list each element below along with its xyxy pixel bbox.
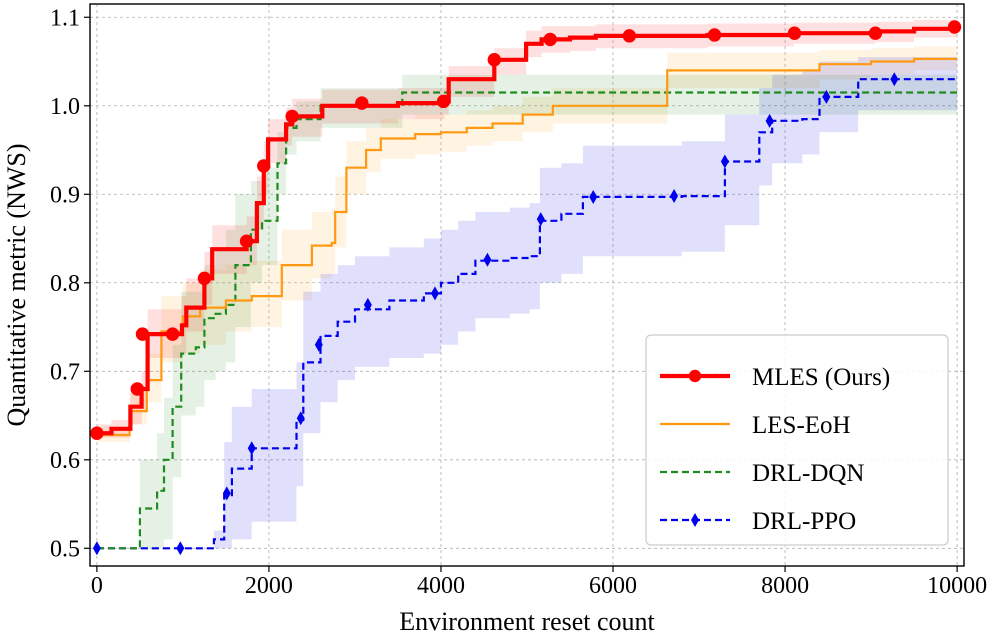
drl-ppo-marker xyxy=(822,89,831,104)
drl-ppo-marker xyxy=(296,411,305,426)
drl-ppo-marker xyxy=(483,252,492,267)
x-axis-label: Environment reset count xyxy=(399,607,655,634)
drl-ppo-marker xyxy=(176,541,185,556)
x-tick-label: 4000 xyxy=(417,573,465,599)
y-axis-label: Quantitative metric (NWS) xyxy=(2,143,31,426)
drl-ppo-marker xyxy=(720,154,729,169)
x-tick-label: 8000 xyxy=(761,573,809,599)
drl-ppo-marker xyxy=(247,441,256,456)
x-tick-label: 10000 xyxy=(927,573,987,599)
mles-ours-marker xyxy=(707,28,722,42)
drl-ppo-marker xyxy=(430,286,439,301)
legend-label-drl-dqn: DRL-DQN xyxy=(752,460,865,487)
plot-frame xyxy=(89,3,965,567)
drl-ppo-marker xyxy=(890,72,899,87)
legend-box xyxy=(645,334,949,546)
x-tick-label: 2000 xyxy=(245,573,293,599)
y-tick-label: 1.1 xyxy=(50,5,80,31)
drl-ppo-marker xyxy=(765,113,774,128)
y-tick-label: 0.9 xyxy=(50,182,80,208)
marker-layer xyxy=(90,20,962,556)
x-tick-label: 0 xyxy=(91,573,103,599)
x-tick-label: 6000 xyxy=(589,573,637,599)
mles-ours-marker xyxy=(947,20,962,34)
mles-ours-marker xyxy=(622,29,637,43)
drl-ppo-marker xyxy=(92,541,101,556)
legend-marker-mles-ours xyxy=(688,369,702,383)
mles-ours-marker xyxy=(135,327,150,341)
les-eoh-band xyxy=(96,46,958,443)
drl-ppo-marker xyxy=(363,297,372,312)
tick-layer: 0 2000 4000 6000 8000 10000 0.5 0.6 0.7 0.8 0.9 1.0… xyxy=(50,5,987,599)
mles-ours-marker xyxy=(487,53,502,67)
mles-ours-marker xyxy=(197,271,212,286)
drl-ppo-marker xyxy=(314,337,323,352)
legend: MLES (Ours) LES-EoH DRL-DQN DRL-PPO xyxy=(645,334,949,546)
mles-ours-marker xyxy=(543,32,557,47)
y-tick-label: 1.0 xyxy=(50,94,80,120)
mles-ours-marker xyxy=(355,96,369,110)
mles-ours-marker xyxy=(130,382,145,396)
mles-ours-marker xyxy=(165,327,180,341)
y-tick-label: 0.5 xyxy=(50,536,80,562)
legend-label-les-eoh: LES-EoH xyxy=(752,412,851,439)
mles-ours-marker xyxy=(436,94,451,109)
y-tick-label: 0.7 xyxy=(50,359,80,385)
drl-ppo-marker xyxy=(670,189,679,204)
drl-ppo-line xyxy=(96,78,958,550)
mles-ours-marker xyxy=(868,26,883,40)
drl-ppo-marker xyxy=(536,212,545,227)
legend-marker-drl-ppo xyxy=(691,513,699,527)
mles-ours-band xyxy=(96,19,958,438)
y-tick-label: 0.8 xyxy=(50,271,80,297)
legend-items: MLES (Ours) LES-EoH DRL-DQN DRL-PPO xyxy=(660,364,890,535)
drl-ppo-marker xyxy=(589,189,598,204)
legend-label-drl-ppo: DRL-PPO xyxy=(752,508,856,535)
legend-label-mles-ours: MLES (Ours) xyxy=(752,364,890,391)
drl-ppo-band xyxy=(96,52,958,549)
mles-ours-marker xyxy=(285,109,299,124)
mles-ours-marker xyxy=(257,159,271,173)
mles-ours-marker xyxy=(787,26,802,40)
drl-ppo-marker xyxy=(222,486,231,501)
y-tick-label: 0.6 xyxy=(50,448,80,474)
mles-ours-marker xyxy=(239,234,254,248)
mles-ours-marker xyxy=(90,426,104,440)
band-layer xyxy=(96,19,958,549)
